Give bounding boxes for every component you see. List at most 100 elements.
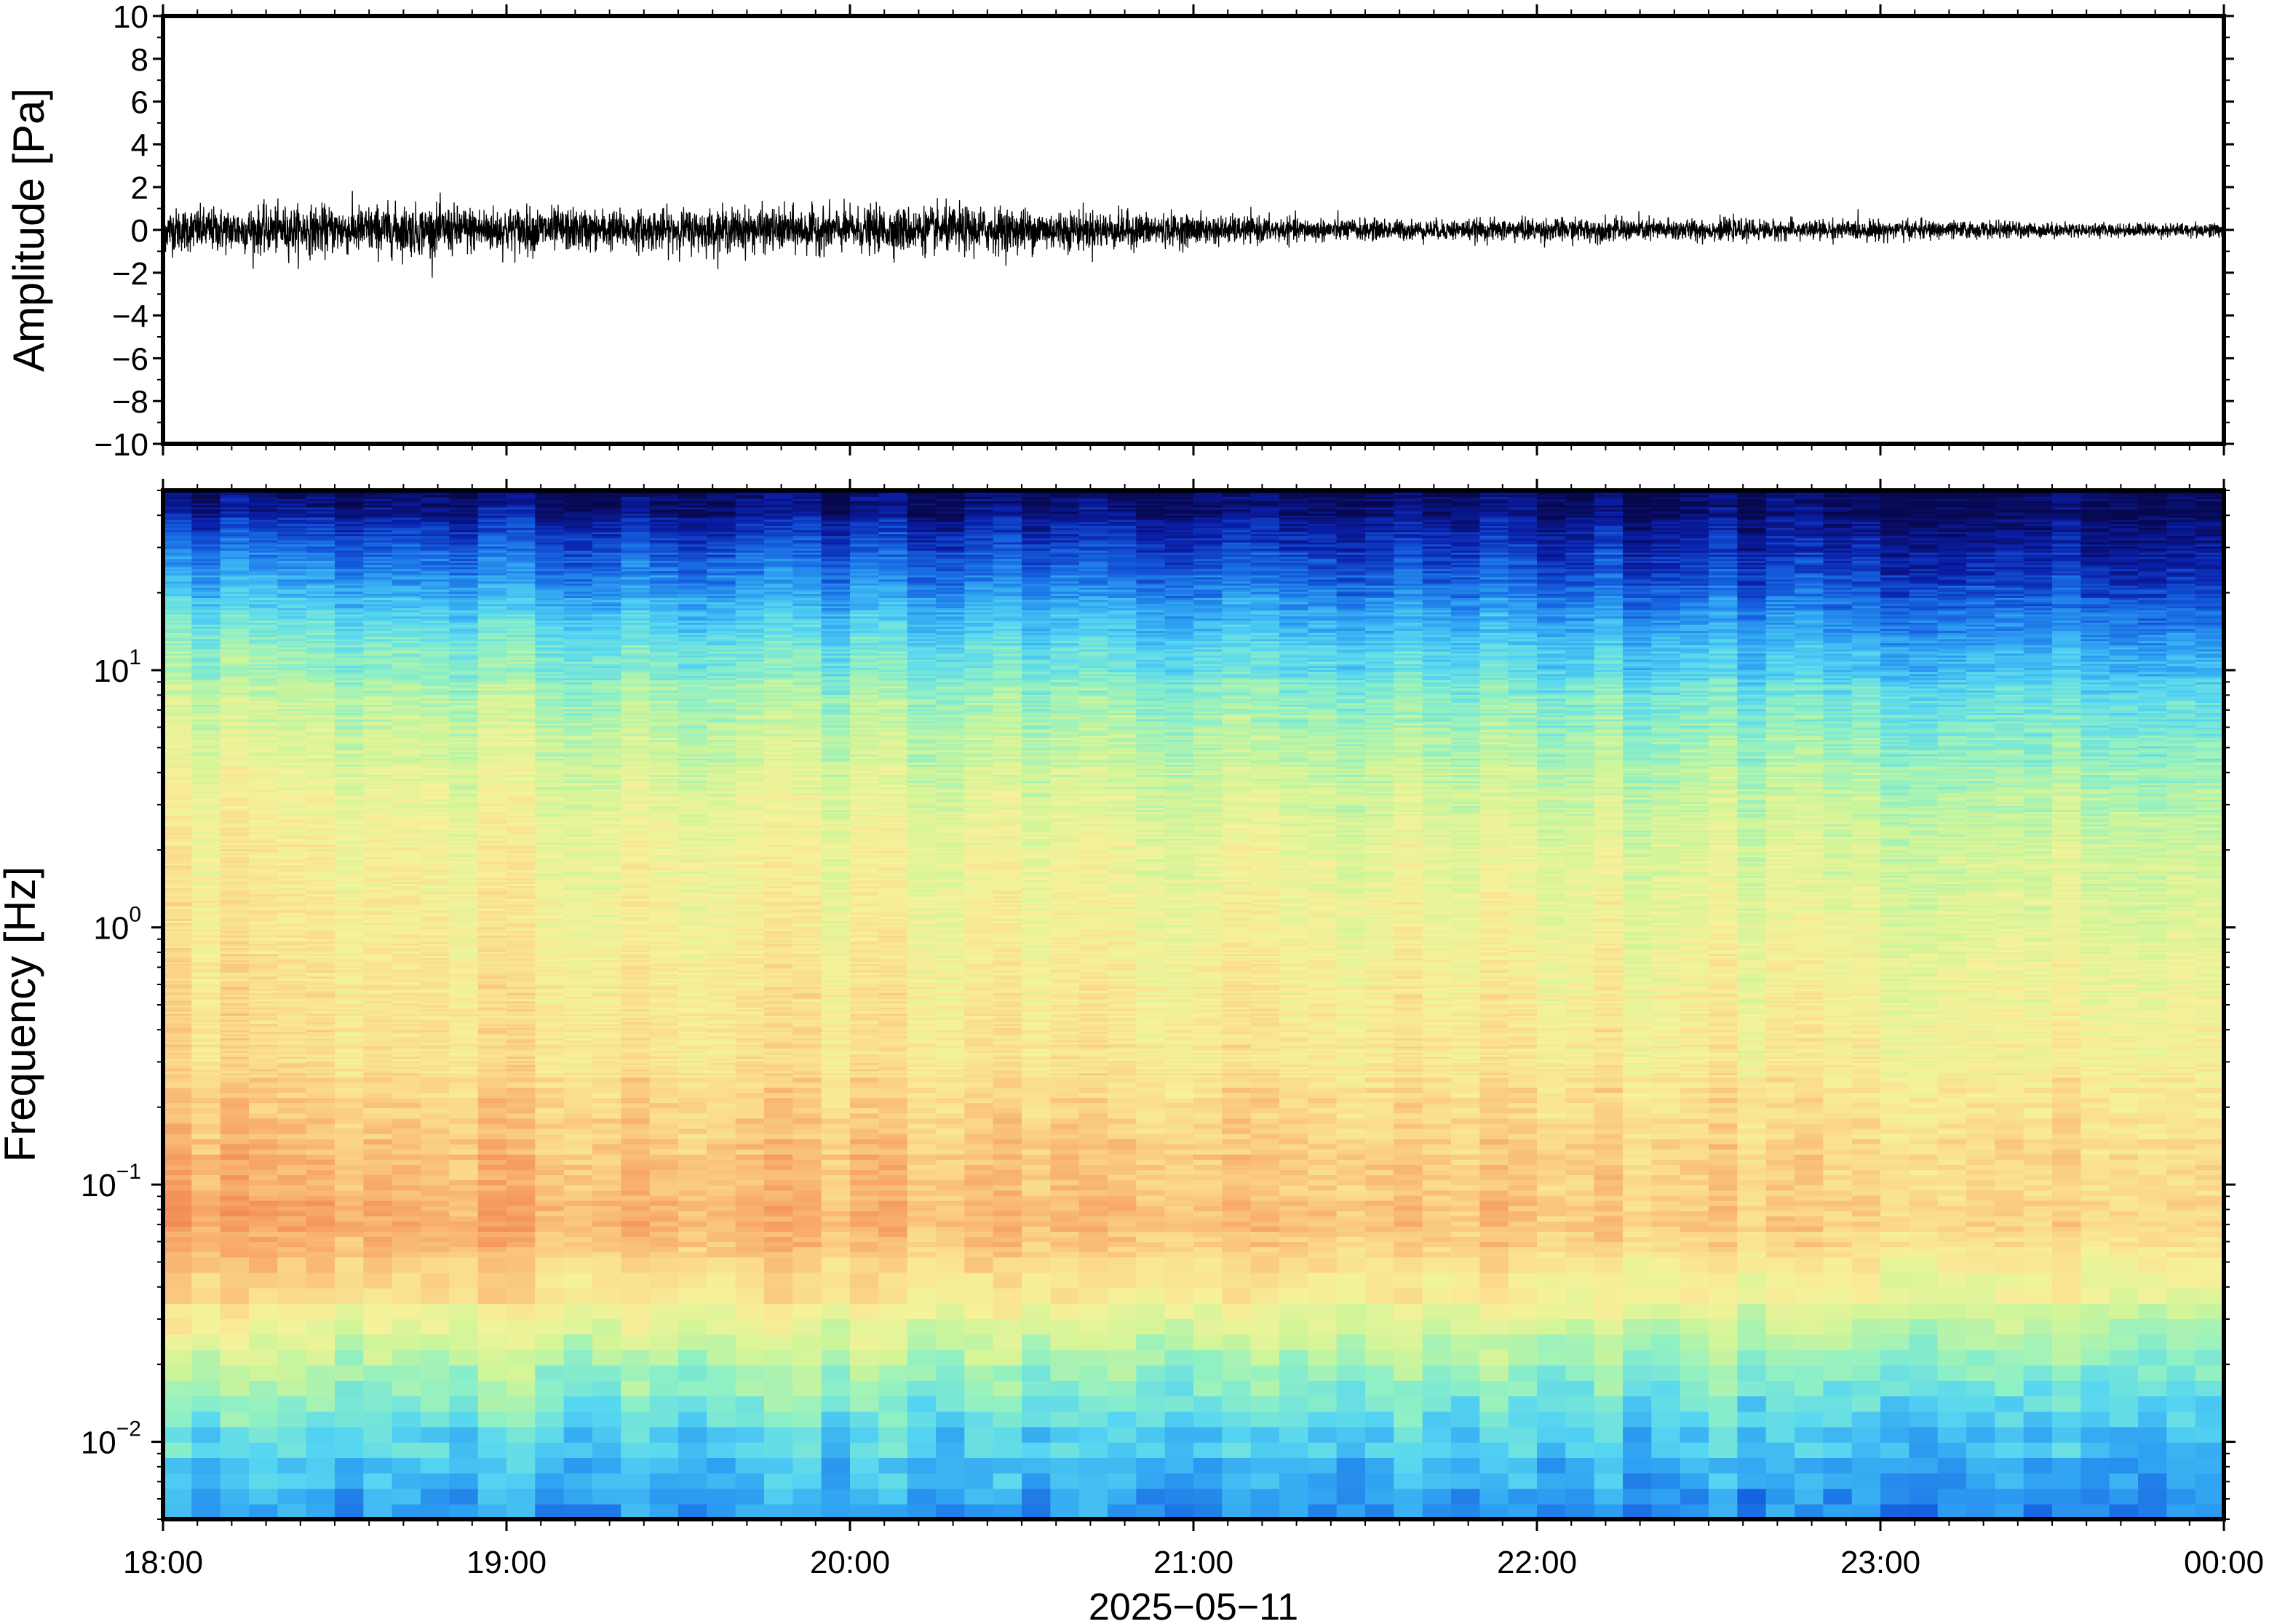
spectrogram-cell: [1966, 1241, 1996, 1248]
spectrogram-cell: [2195, 1082, 2225, 1088]
spectrogram-cell: [821, 1349, 851, 1366]
spectrogram-cell: [335, 1054, 365, 1057]
spectrogram-cell: [592, 1215, 622, 1222]
spectrogram-cell: [1050, 1133, 1080, 1139]
spectrogram-cell: [1823, 1070, 1853, 1074]
spectrogram-cell: [2023, 1133, 2053, 1139]
spectrogram-cell: [1594, 1215, 1624, 1222]
spectrogram-cell: [2081, 1054, 2110, 1057]
spectrogram-cell: [1909, 1087, 1939, 1093]
spectrogram-cell: [735, 1148, 765, 1155]
spectrogram-cell: [392, 1072, 421, 1075]
spectrogram-cell: [363, 1205, 393, 1211]
spectrogram-cell: [907, 1488, 937, 1505]
spectrogram-cell: [1508, 1220, 1538, 1227]
spectrogram-cell: [563, 1246, 593, 1253]
spectrogram-cell: [821, 1056, 851, 1059]
spectrogram-cell: [477, 1380, 507, 1397]
spectrogram-cell: [2138, 1066, 2168, 1070]
spectrogram-cell: [306, 1169, 335, 1176]
spectrogram-cell: [964, 1058, 994, 1062]
spectrogram-cell: [1795, 1064, 1824, 1067]
spectrogram-cell: [707, 1076, 736, 1083]
spectrogram-cell: [2195, 1349, 2225, 1366]
spectrogram-cell: [2195, 1123, 2225, 1129]
spectrogram-cell: [1394, 1190, 1423, 1196]
spectrogram-cell: [1651, 1054, 1681, 1057]
spectrogram-cell: [1651, 1396, 1681, 1412]
spectrogram-cell: [1937, 1054, 1967, 1057]
spectrogram-cell: [792, 1241, 822, 1248]
spectrogram-cell: [1623, 1143, 1653, 1150]
spectrogram-cell: [1108, 1076, 1137, 1083]
spectrogram-cell: [621, 1303, 651, 1320]
spectrogram-cell: [1594, 1143, 1624, 1150]
spectrogram-cell: [1795, 1072, 1824, 1075]
spectrogram-cell: [1078, 1473, 1108, 1489]
spectrogram-cell: [1279, 1236, 1309, 1243]
spectrogram-cell: [1795, 1349, 1824, 1366]
spectrogram-cell: [421, 1092, 450, 1099]
spectrogram-cell: [1164, 1241, 1194, 1248]
spectrogram-cell: [1479, 1473, 1509, 1489]
spectrogram-cell: [163, 1503, 193, 1520]
spectrogram-cell: [1193, 1251, 1223, 1258]
spectrogram-cell: [764, 1082, 794, 1088]
spectrogram-cell: [449, 1040, 479, 1043]
spectrogram-cell: [1795, 1287, 1824, 1304]
spectrogram-cell: [1966, 1148, 1996, 1155]
spectrogram-cell: [907, 1123, 937, 1129]
spectrogram-cell: [535, 1251, 565, 1258]
spectrogram-cell: [1880, 1112, 1910, 1119]
spectrogram-cell: [1909, 1503, 1939, 1520]
spectrogram-cell: [1623, 1050, 1653, 1053]
spectrogram-cell: [1164, 1118, 1194, 1124]
spectrogram-cell: [1422, 1396, 1452, 1412]
spectrogram-cell: [1623, 1195, 1653, 1201]
spectrogram-cell: [1709, 1102, 1738, 1109]
spectrogram-cell: [821, 1070, 851, 1074]
spectrogram-cell: [1966, 1488, 1996, 1505]
spectrogram-cell: [821, 1380, 851, 1397]
spectrogram-cell: [764, 1441, 794, 1458]
spectrogram-cell: [1909, 1102, 1939, 1109]
spectrogram-cell: [1995, 1215, 2024, 1222]
spectrogram-cell: [850, 1133, 880, 1139]
spectrogram-cell: [249, 1169, 279, 1176]
spectrogram-cell: [1765, 1231, 1795, 1237]
spectrogram-cell: [421, 1052, 450, 1055]
spectrogram-cell: [964, 1318, 994, 1335]
spectrogram-cell: [1308, 1052, 1338, 1055]
spectrogram-cell: [1880, 1128, 1910, 1134]
spectrogram-cell: [1823, 1159, 1853, 1165]
spectrogram-cell: [1995, 1154, 2024, 1160]
spectrogram-cell: [1108, 1058, 1137, 1062]
spectrogram-cell: [392, 1190, 421, 1196]
spectrogram-cell: [335, 1050, 365, 1053]
spectrogram-cell: [506, 1205, 536, 1211]
spectrogram-cell: [1909, 1050, 1939, 1053]
spectrogram-cell: [850, 1046, 880, 1049]
spectrogram-cell: [1995, 1118, 2024, 1124]
spectrogram-cell: [2195, 1164, 2225, 1171]
spectrogram-cell: [1394, 1092, 1423, 1099]
spectrogram-cell: [535, 1215, 565, 1222]
spectrogram-cell: [191, 1169, 221, 1176]
spectrogram-cell: [2052, 1174, 2082, 1181]
spectrogram-cell: [649, 1112, 679, 1119]
spectrogram-cell: [1078, 1058, 1108, 1062]
spectrogram-cell: [764, 1143, 794, 1150]
spectrogram-cell: [1164, 1364, 1194, 1381]
spectrogram-cell: [964, 1503, 994, 1520]
spectrogram-cell: [1078, 1205, 1108, 1211]
spectrogram-cell: [1851, 1046, 1881, 1049]
spectrogram-cell: [1651, 1380, 1681, 1397]
spectrogram-cell: [563, 1040, 593, 1043]
spectrogram-cell: [506, 1195, 536, 1201]
spectrogram-cell: [993, 1215, 1022, 1222]
spectrogram-cell: [220, 1062, 250, 1065]
spectrogram-cell: [1823, 1123, 1853, 1129]
spectrogram-cell: [1823, 1220, 1853, 1227]
spectrogram-cell: [936, 1190, 966, 1196]
spectrogram-cell: [1623, 1257, 1653, 1273]
